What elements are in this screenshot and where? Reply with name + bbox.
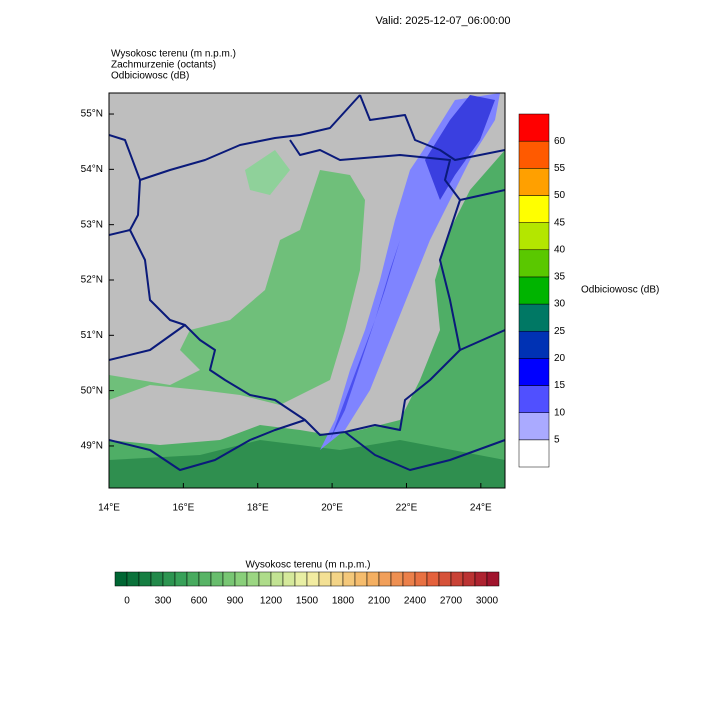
colorbar-label: 600 <box>191 596 208 607</box>
map-frame <box>108 92 506 489</box>
colorbar-box <box>126 571 140 587</box>
colorbar-box <box>318 571 332 587</box>
lon-label: 20°E <box>321 503 343 514</box>
colorbar-box <box>186 571 200 587</box>
colorbar-label: 0 <box>124 596 130 607</box>
colorbar-box <box>162 571 176 587</box>
field-label: Zachmurzenie (octants) <box>111 60 216 71</box>
colorbar-title: Wysokosc terenu (m n.p.m.) <box>246 560 371 571</box>
colorbar-box <box>258 571 272 587</box>
colorbar-label: 45 <box>554 217 566 228</box>
lon-label: 24°E <box>470 503 492 514</box>
colorbar-box <box>426 571 440 587</box>
colorbar-box <box>138 571 152 587</box>
colorbar-box <box>518 195 550 223</box>
precip <box>320 93 500 450</box>
colorbar-box <box>150 571 164 587</box>
colorbar-label: 5 <box>554 434 560 445</box>
colorbar-label: 60 <box>554 136 566 147</box>
colorbar-box <box>366 571 380 587</box>
colorbar-label: 50 <box>554 190 566 201</box>
lon-label: 22°E <box>396 503 418 514</box>
lat-label: 53°N <box>81 219 103 230</box>
border <box>129 139 461 436</box>
lat-label: 49°N <box>81 441 103 452</box>
colorbar-box <box>306 571 320 587</box>
colorbar-box <box>518 330 550 359</box>
colorbar-label: 1500 <box>296 596 319 607</box>
colorbar-box <box>518 222 550 251</box>
coastline <box>109 94 505 181</box>
colorbar-label: 300 <box>155 596 172 607</box>
colorbar-box <box>402 571 416 587</box>
map-area <box>109 93 505 488</box>
colorbar-title: Odbiciowosc (dB) <box>581 285 659 296</box>
colorbar-box <box>518 276 550 305</box>
colorbar-box <box>174 571 188 587</box>
colorbar-label: 55 <box>554 163 566 174</box>
colorbar-label: 10 <box>554 407 566 418</box>
colorbar-box <box>518 303 550 332</box>
colorbar-box <box>414 571 428 587</box>
lat-label: 50°N <box>81 385 103 396</box>
colorbar-box <box>518 385 550 413</box>
border <box>109 189 505 471</box>
colorbar-box <box>354 571 368 587</box>
colorbar-label: 20 <box>554 353 566 364</box>
colorbar-box <box>210 571 224 587</box>
colorbar-label: 1200 <box>260 596 283 607</box>
colorbar-label: 900 <box>227 596 244 607</box>
colorbar-box <box>450 571 464 587</box>
colorbar-label: 35 <box>554 272 566 283</box>
colorbar-box <box>518 140 550 169</box>
lat-label: 55°N <box>81 109 103 120</box>
colorbar-box <box>378 571 392 587</box>
colorbar-box <box>234 571 248 587</box>
colorbar-box <box>198 571 212 587</box>
colorbar-box <box>438 571 452 587</box>
field-label: Wysokosc terenu (m n.p.m.) <box>111 49 236 60</box>
colorbar-box <box>294 571 308 587</box>
field-label: Odbiciowosc (dB) <box>111 71 189 82</box>
colorbar-box <box>518 412 550 441</box>
colorbar-box <box>246 571 260 587</box>
colorbar-box <box>114 571 128 587</box>
lat-label: 51°N <box>81 330 103 341</box>
lon-label: 18°E <box>247 503 269 514</box>
terrain <box>109 170 365 405</box>
colorbar-label: 1800 <box>332 596 355 607</box>
colorbar-label: 25 <box>554 326 566 337</box>
colorbar-box <box>486 571 500 587</box>
colorbar-box <box>342 571 356 587</box>
terrain <box>109 440 505 488</box>
colorbar-label: 40 <box>554 244 566 255</box>
colorbar-box <box>518 113 550 142</box>
colorbar-label: 15 <box>554 380 566 391</box>
lat-label: 52°N <box>81 275 103 286</box>
colorbar-box <box>390 571 404 587</box>
colorbar-label: 30 <box>554 299 566 310</box>
colorbar-box <box>518 249 550 278</box>
terrain <box>245 150 290 195</box>
colorbar-box <box>518 439 550 468</box>
lon-label: 16°E <box>172 503 194 514</box>
colorbar-box <box>282 571 296 587</box>
precip <box>425 95 495 200</box>
valid-time: Valid: 2025-12-07_06:00:00 <box>376 15 511 27</box>
colorbar-box <box>474 571 488 587</box>
colorbar-label: 3000 <box>476 596 499 607</box>
colorbar-box <box>518 358 550 386</box>
colorbar-box <box>330 571 344 587</box>
lat-label: 54°N <box>81 164 103 175</box>
colorbar-label: 2100 <box>368 596 391 607</box>
colorbar-box <box>518 168 550 196</box>
colorbar-box <box>270 571 284 587</box>
colorbar-label: 2400 <box>404 596 427 607</box>
lon-label: 14°E <box>98 503 120 514</box>
colorbar-box <box>222 571 236 587</box>
colorbar-box <box>462 571 476 587</box>
colorbar-label: 2700 <box>440 596 463 607</box>
